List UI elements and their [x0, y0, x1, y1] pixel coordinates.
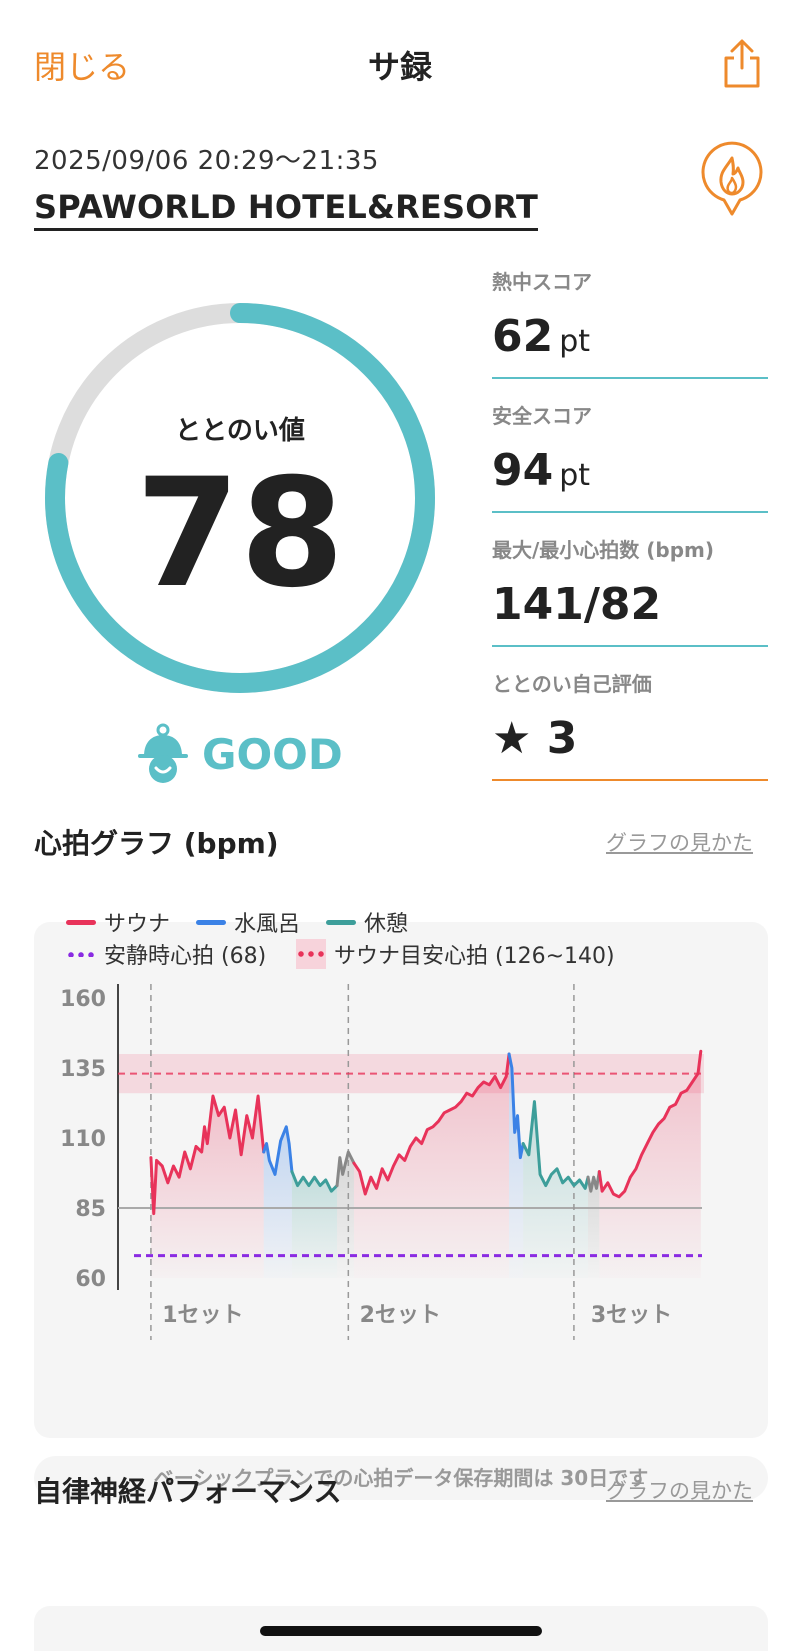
legend-swatch	[66, 919, 96, 925]
rating-label: GOOD	[202, 729, 343, 779]
close-button[interactable]: 閉じる	[34, 48, 131, 86]
legend-sauna: サウナ	[66, 906, 170, 938]
header: 閉じる サ録	[0, 0, 800, 120]
stat-number: 141/82	[492, 579, 662, 630]
venue-button[interactable]	[698, 138, 766, 222]
heart-graph-title: 心拍グラフ (bpm)	[34, 827, 279, 860]
hr-line-cold_bath	[262, 1125, 294, 1176]
hr-area-transition	[337, 1152, 354, 1278]
hr-area-sauna	[353, 1054, 510, 1278]
hr-line-transition	[335, 1150, 356, 1188]
gauge-value: 78	[135, 447, 345, 621]
stat-heart-rate: 最大/最小心拍数 (bpm) 141/82	[492, 534, 768, 647]
legend-label: 安静時心拍 (68)	[104, 944, 267, 969]
y-tick-label: 60	[75, 1267, 106, 1292]
hr-line-sauna	[597, 1049, 703, 1199]
autonomic-title: 自律神経パフォーマンス	[34, 1475, 342, 1508]
home-indicator	[260, 1626, 542, 1636]
legend-swatch	[66, 951, 96, 957]
heart-graph-howto-link[interactable]: グラフの見かた	[606, 831, 753, 855]
legend-resting-hr: 安静時心拍 (68)	[66, 938, 266, 970]
stat-unit: pt	[559, 458, 591, 493]
page-title: サ録	[367, 48, 432, 86]
stat-divider	[492, 511, 768, 513]
y-tick-label: 85	[75, 1197, 106, 1222]
legend-target-hr: サウナ目安心拍 (126~140)	[296, 938, 615, 970]
mascot-icon	[138, 723, 188, 783]
hr-line-sauna	[352, 1052, 511, 1196]
venue-link[interactable]: SPAWORLD HOTEL&RESORT	[34, 188, 539, 231]
share-icon	[724, 39, 760, 88]
stat-value: ★ 3	[492, 713, 768, 769]
legend-label: 休憩	[364, 912, 409, 937]
storage-notice: ベーシックプランでの心拍データ保存期間は 30日です	[34, 1456, 768, 1500]
stat-safety-score: 安全スコア 94 pt	[492, 400, 768, 513]
share-button[interactable]	[720, 38, 764, 90]
gauge-progress	[45, 303, 435, 693]
legend-label: サウナ	[104, 912, 171, 937]
legend-rest: 休憩	[326, 906, 408, 938]
legend-label: 水風呂	[234, 912, 301, 937]
heart-rate-chart: 160 135 110 85 60 1セット 2セット 3セット	[60, 984, 704, 1340]
autonomic-howto-link[interactable]: グラフの見かた	[606, 1479, 753, 1503]
legend-label: サウナ目安心拍 (126~140)	[334, 944, 615, 969]
stat-label: 最大/最小心拍数 (bpm)	[492, 538, 715, 562]
set-label: 2セット	[360, 1303, 441, 1328]
hr-area-transition	[588, 1171, 600, 1278]
hr-line-transition	[586, 1170, 601, 1193]
stat-value: 62 pt	[492, 311, 768, 367]
star-rating-value: ★ 3	[492, 713, 578, 764]
stat-divider	[492, 377, 768, 379]
hr-line-cold_bath	[507, 1052, 525, 1160]
hr-area-sauna	[150, 1096, 264, 1278]
y-tick-label: 110	[60, 1127, 106, 1152]
stat-self-rating[interactable]: ととのい自己評価 ★ 3	[492, 668, 768, 781]
gauge-label: ととのい値	[175, 416, 305, 446]
y-tick-label: 160	[60, 987, 106, 1012]
set-label: 1セット	[162, 1303, 243, 1328]
hr-line-sauna	[149, 1094, 266, 1216]
legend-swatch	[196, 919, 226, 925]
legend-swatch	[326, 919, 356, 925]
hr-line-rest	[290, 1170, 339, 1193]
legend-cold-bath: 水風呂	[196, 906, 300, 938]
hr-area-rest	[291, 1171, 338, 1278]
set-label: 3セット	[591, 1303, 672, 1328]
stat-heat-score: 熱中スコア 62 pt	[492, 266, 768, 379]
hr-area-sauna	[599, 1051, 701, 1278]
hr-area-rest	[523, 1101, 589, 1278]
totonoi-gauge	[45, 303, 435, 693]
stat-value: 94 pt	[492, 445, 768, 501]
stat-label: 熱中スコア	[492, 270, 592, 294]
stat-divider	[492, 645, 768, 647]
rating-badge: GOOD	[138, 722, 343, 786]
stat-label: ととのい自己評価	[492, 672, 652, 696]
y-tick-label: 135	[60, 1057, 106, 1082]
visit-datetime: 2025/09/06 20:29〜21:35	[34, 146, 379, 176]
stat-number: 62	[492, 311, 554, 362]
legend-swatch	[296, 939, 326, 969]
stat-divider	[492, 779, 768, 781]
stat-label: 安全スコア	[492, 404, 592, 428]
flame-pin-icon	[701, 141, 763, 216]
stat-unit: pt	[559, 324, 591, 359]
hr-line-rest	[521, 1100, 590, 1190]
stat-number: 94	[492, 445, 554, 496]
stat-value: 141/82	[492, 579, 768, 635]
